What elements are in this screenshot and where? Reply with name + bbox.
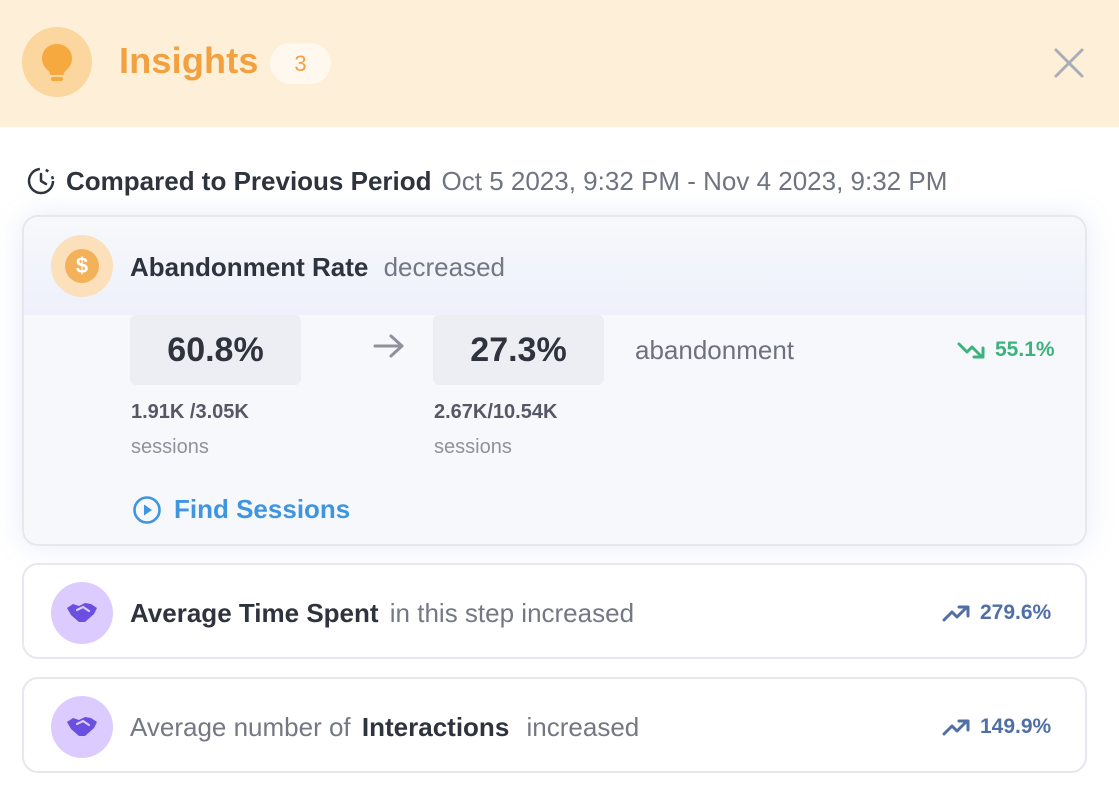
- insight-card-time-spent[interactable]: Average Time Spent in this step increase…: [22, 563, 1087, 659]
- current-session-unit: sessions: [434, 436, 512, 458]
- insights-header: Insights 3: [0, 0, 1119, 127]
- insight-metric-name: Average Time Spent: [130, 598, 379, 628]
- previous-session-count: 1.91K /3.05K: [131, 401, 249, 423]
- insight-prefix: Average number of: [130, 712, 351, 742]
- insight-card-header[interactable]: $ Abandonment Rate decreased: [24, 217, 1085, 315]
- metric-unit-label: abandonment: [635, 335, 795, 365]
- current-session-count: 2.67K/10.54K: [434, 401, 558, 423]
- close-icon[interactable]: [1050, 44, 1088, 82]
- current-value: 27.3%: [433, 315, 604, 385]
- insight-status: increased: [526, 712, 640, 742]
- insight-metric-name: Abandonment Rate: [130, 252, 369, 282]
- period-label: Compared to Previous Period: [66, 165, 432, 196]
- trend-up-icon: [942, 605, 970, 622]
- comparison-period: Compared to Previous Period Oct 5 2023, …: [24, 162, 947, 200]
- trend-value: 55.1%: [995, 338, 1055, 361]
- dollar-icon: $: [51, 235, 113, 297]
- insight-status: in this step increased: [389, 598, 635, 628]
- find-sessions-label: Find Sessions: [174, 494, 351, 524]
- insight-card-abandonment[interactable]: $ Abandonment Rate decreased 60.8% 27.3%…: [22, 215, 1087, 546]
- insight-card-interactions[interactable]: Average number of Interactions increased…: [22, 677, 1087, 773]
- play-circle-icon: [133, 495, 161, 524]
- lightbulb-icon: [22, 27, 92, 97]
- trend-value: 149.9%: [980, 715, 1052, 738]
- previous-value: 60.8%: [130, 315, 301, 385]
- previous-session-unit: sessions: [131, 436, 209, 458]
- insight-metric-name: Interactions: [361, 712, 510, 742]
- trend-indicator: 55.1%: [957, 338, 1055, 362]
- find-sessions-button[interactable]: Find Sessions: [132, 494, 350, 525]
- insights-title: Insights: [119, 40, 259, 81]
- trend-value: 279.6%: [980, 601, 1052, 624]
- trend-down-icon: [957, 342, 985, 359]
- trend-up-icon: [942, 719, 970, 736]
- trend-indicator: 149.9%: [942, 715, 1051, 739]
- insights-count-badge: 3: [270, 43, 331, 84]
- history-clock-icon: [27, 167, 55, 195]
- trend-indicator: 279.6%: [942, 601, 1051, 625]
- insight-status: decreased: [383, 252, 505, 282]
- period-range: Oct 5 2023, 9:32 PM - Nov 4 2023, 9:32 P…: [441, 165, 948, 196]
- handshake-icon: [51, 582, 113, 644]
- arrow-right-icon: [373, 334, 404, 358]
- handshake-icon: [51, 696, 113, 758]
